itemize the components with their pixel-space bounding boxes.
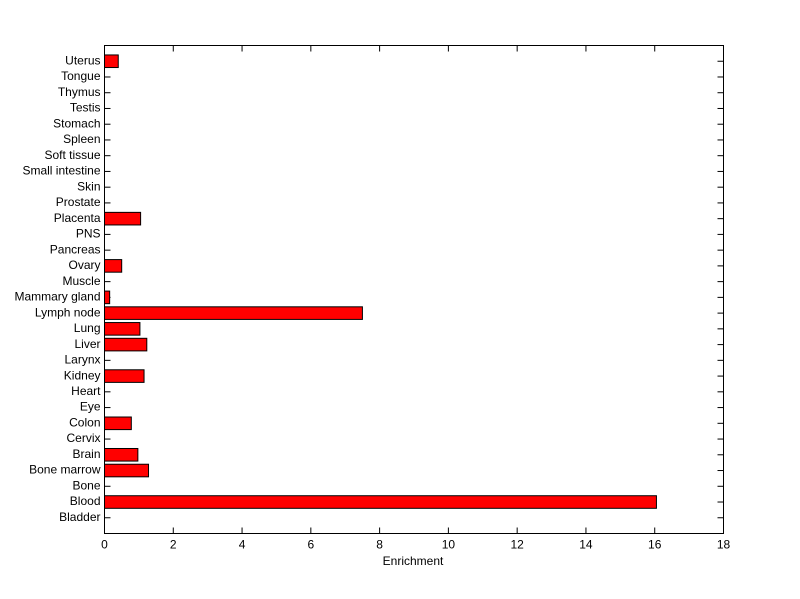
x-tick-label: 12 [510,538,524,552]
x-tick-label: 16 [648,538,662,552]
y-tick-label: Stomach [53,116,100,130]
y-tick-label: Bone marrow [29,463,101,477]
y-tick-label: Eye [80,400,101,414]
y-tick-label: Brain [72,447,100,461]
y-tick-label: PNS [76,227,101,241]
y-tick-label: Lung [74,321,101,335]
bar [104,463,150,478]
y-tick-label: Uterus [65,53,100,67]
x-tick-label: 4 [239,538,246,552]
bar [104,337,148,352]
y-tick-label: Tongue [61,69,101,83]
axes-box [104,45,724,534]
x-tick-label: 6 [307,538,314,552]
y-tick-label: Muscle [62,274,100,288]
y-tick-label: Small intestine [22,164,100,178]
y-tick-label: Colon [69,415,100,429]
y-tick-label: Pancreas [50,242,101,256]
bar [104,416,132,431]
bar [104,322,141,336]
y-tick-label: Prostate [56,195,101,209]
y-tick-label: Spleen [63,132,100,146]
y-tick-label: Thymus [58,85,101,99]
y-tick-label: Larynx [64,353,100,367]
bar [104,54,119,69]
x-tick-label: 14 [579,538,593,552]
x-tick-label: 0 [101,538,108,552]
y-tick-label: Soft tissue [44,148,100,162]
y-tick-label: Liver [74,337,100,351]
y-tick-label: Heart [71,384,101,398]
y-tick-label: Skin [77,179,100,193]
x-tick-label: 18 [717,538,731,552]
y-tick-label: Bladder [59,510,100,524]
y-tick-label: Bone [72,478,100,492]
x-axis-label: Enrichment [383,554,444,568]
y-tick-label: Placenta [54,211,101,225]
y-tick-label: Testis [70,101,101,115]
y-tick-label: Cervix [66,431,100,445]
x-tick-label: 10 [442,538,456,552]
bar [104,495,657,509]
y-tick-label: Blood [70,494,101,508]
y-tick-label: Lymph node [35,305,101,319]
bar [104,259,123,273]
y-tick-label: Kidney [64,368,101,382]
y-tick-label: Mammary gland [14,290,100,304]
bar [104,290,111,305]
bar [104,369,145,383]
bar [104,306,363,320]
y-tick-label: Ovary [68,258,100,272]
bar [104,211,142,226]
bar [104,447,139,462]
x-tick-label: 2 [170,538,177,552]
x-tick-label: 8 [376,538,383,552]
